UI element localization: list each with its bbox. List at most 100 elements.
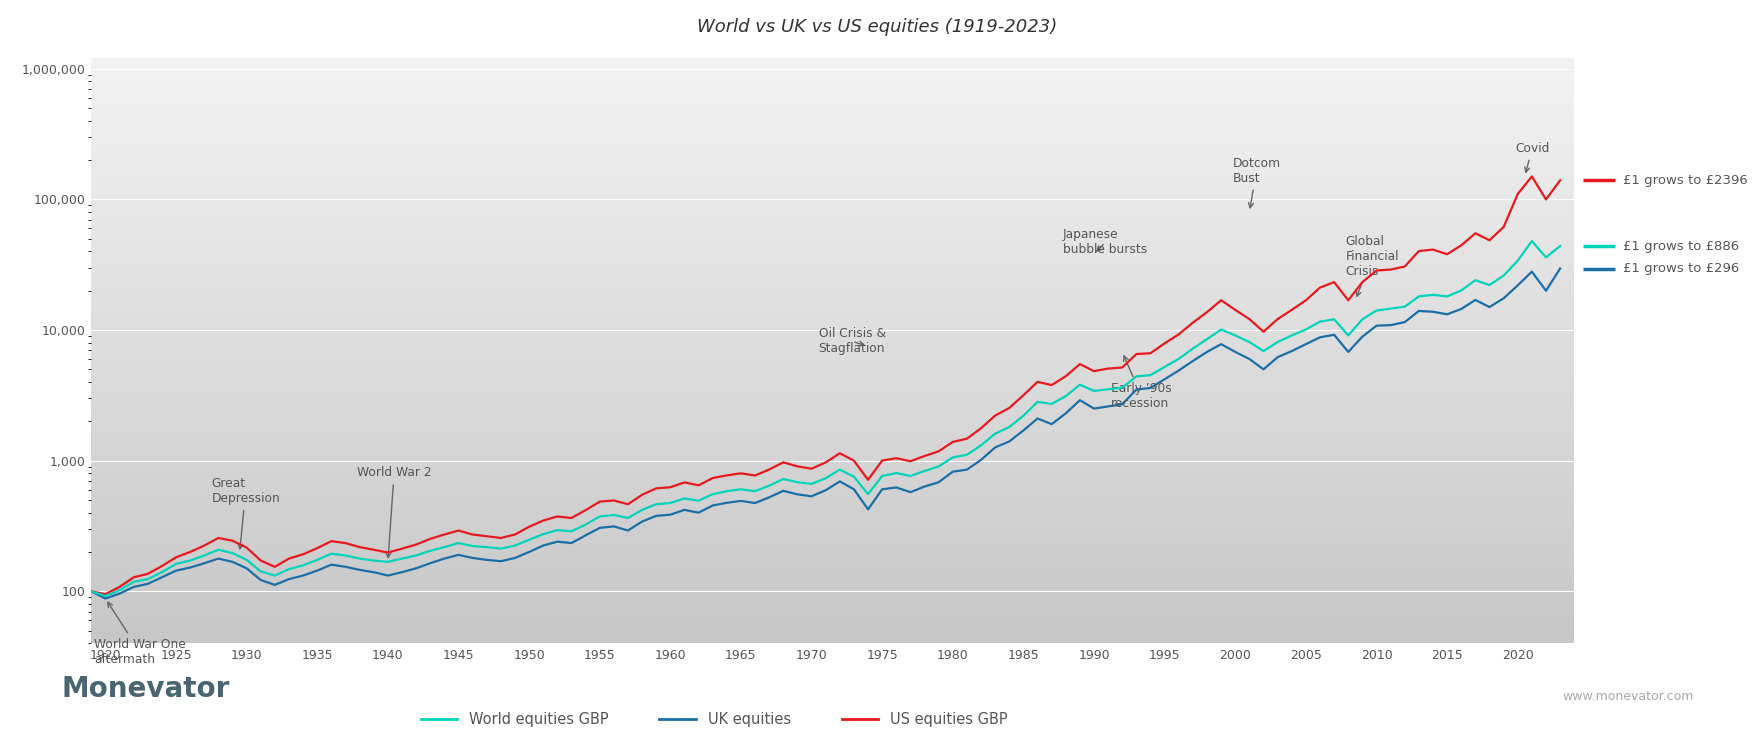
Polygon shape [91, 275, 1574, 281]
Polygon shape [91, 146, 1574, 152]
Polygon shape [91, 251, 1574, 257]
Text: www.monevator.com: www.monevator.com [1562, 690, 1694, 703]
Polygon shape [91, 614, 1574, 620]
Text: Japanese
bubble bursts: Japanese bubble bursts [1064, 228, 1148, 257]
Polygon shape [91, 263, 1574, 269]
Polygon shape [91, 509, 1574, 515]
Polygon shape [91, 327, 1574, 333]
Text: Dotcom
Bust: Dotcom Bust [1232, 156, 1281, 208]
Polygon shape [91, 339, 1574, 345]
Polygon shape [91, 187, 1574, 193]
Polygon shape [91, 497, 1574, 503]
Polygon shape [91, 632, 1574, 637]
Polygon shape [91, 64, 1574, 70]
Polygon shape [91, 567, 1574, 573]
Text: Oil Crisis &
Stagflation: Oil Crisis & Stagflation [818, 327, 886, 355]
Polygon shape [91, 70, 1574, 76]
Polygon shape [91, 164, 1574, 170]
Polygon shape [91, 316, 1574, 322]
Polygon shape [91, 503, 1574, 509]
Polygon shape [91, 269, 1574, 275]
Polygon shape [91, 158, 1574, 164]
Polygon shape [91, 257, 1574, 263]
Polygon shape [91, 462, 1574, 468]
Legend: World equities GBP, UK equities, US equities GBP: World equities GBP, UK equities, US equi… [414, 706, 1013, 731]
Polygon shape [91, 439, 1574, 444]
Polygon shape [91, 111, 1574, 117]
Text: World War One
aftermath: World War One aftermath [95, 602, 186, 666]
Polygon shape [91, 123, 1574, 129]
Polygon shape [91, 573, 1574, 579]
Polygon shape [91, 585, 1574, 591]
Polygon shape [91, 281, 1574, 287]
Polygon shape [91, 363, 1574, 368]
Polygon shape [91, 140, 1574, 146]
Polygon shape [91, 310, 1574, 316]
Polygon shape [91, 450, 1574, 456]
Polygon shape [91, 474, 1574, 480]
Polygon shape [91, 421, 1574, 427]
Polygon shape [91, 480, 1574, 485]
Polygon shape [91, 322, 1574, 327]
Polygon shape [91, 82, 1574, 88]
Polygon shape [91, 374, 1574, 380]
Polygon shape [91, 602, 1574, 608]
Polygon shape [91, 76, 1574, 82]
Polygon shape [91, 398, 1574, 404]
Polygon shape [91, 404, 1574, 409]
Polygon shape [91, 129, 1574, 135]
Polygon shape [91, 58, 1574, 64]
Polygon shape [91, 193, 1574, 199]
Polygon shape [91, 596, 1574, 602]
Polygon shape [91, 292, 1574, 298]
Polygon shape [91, 620, 1574, 626]
Polygon shape [91, 409, 1574, 415]
Text: Global
Financial
Crisis: Global Financial Crisis [1346, 235, 1399, 296]
Polygon shape [91, 380, 1574, 386]
Polygon shape [91, 415, 1574, 421]
Polygon shape [91, 205, 1574, 211]
Text: Early ’90s
recession: Early ’90s recession [1111, 356, 1172, 410]
Polygon shape [91, 298, 1574, 304]
Text: £1 grows to £2396: £1 grows to £2396 [1623, 174, 1748, 187]
Polygon shape [91, 105, 1574, 111]
Polygon shape [91, 591, 1574, 596]
Polygon shape [91, 170, 1574, 175]
Polygon shape [91, 608, 1574, 614]
Polygon shape [91, 491, 1574, 497]
Polygon shape [91, 304, 1574, 310]
Polygon shape [91, 222, 1574, 228]
Text: Great
Depression: Great Depression [211, 477, 281, 549]
Polygon shape [91, 544, 1574, 550]
Polygon shape [91, 240, 1574, 246]
Polygon shape [91, 117, 1574, 123]
Polygon shape [91, 246, 1574, 251]
Text: World vs UK vs US equities (1919-2023): World vs UK vs US equities (1919-2023) [697, 18, 1058, 37]
Polygon shape [91, 211, 1574, 216]
Text: World War 2: World War 2 [356, 466, 432, 558]
Polygon shape [91, 94, 1574, 99]
Polygon shape [91, 99, 1574, 105]
Polygon shape [91, 433, 1574, 439]
Polygon shape [91, 228, 1574, 234]
Polygon shape [91, 357, 1574, 363]
Polygon shape [91, 556, 1574, 561]
Polygon shape [91, 345, 1574, 351]
Polygon shape [91, 216, 1574, 222]
Polygon shape [91, 520, 1574, 526]
Polygon shape [91, 485, 1574, 491]
Text: £1 grows to £296: £1 grows to £296 [1623, 262, 1739, 275]
Polygon shape [91, 199, 1574, 205]
Polygon shape [91, 626, 1574, 632]
Polygon shape [91, 386, 1574, 392]
Polygon shape [91, 468, 1574, 474]
Text: Covid: Covid [1515, 142, 1550, 173]
Polygon shape [91, 561, 1574, 567]
Polygon shape [91, 538, 1574, 544]
Text: £1 grows to £886: £1 grows to £886 [1623, 240, 1739, 252]
Text: Monevator: Monevator [61, 675, 230, 703]
Polygon shape [91, 532, 1574, 538]
Polygon shape [91, 515, 1574, 520]
Polygon shape [91, 152, 1574, 158]
Polygon shape [91, 526, 1574, 532]
